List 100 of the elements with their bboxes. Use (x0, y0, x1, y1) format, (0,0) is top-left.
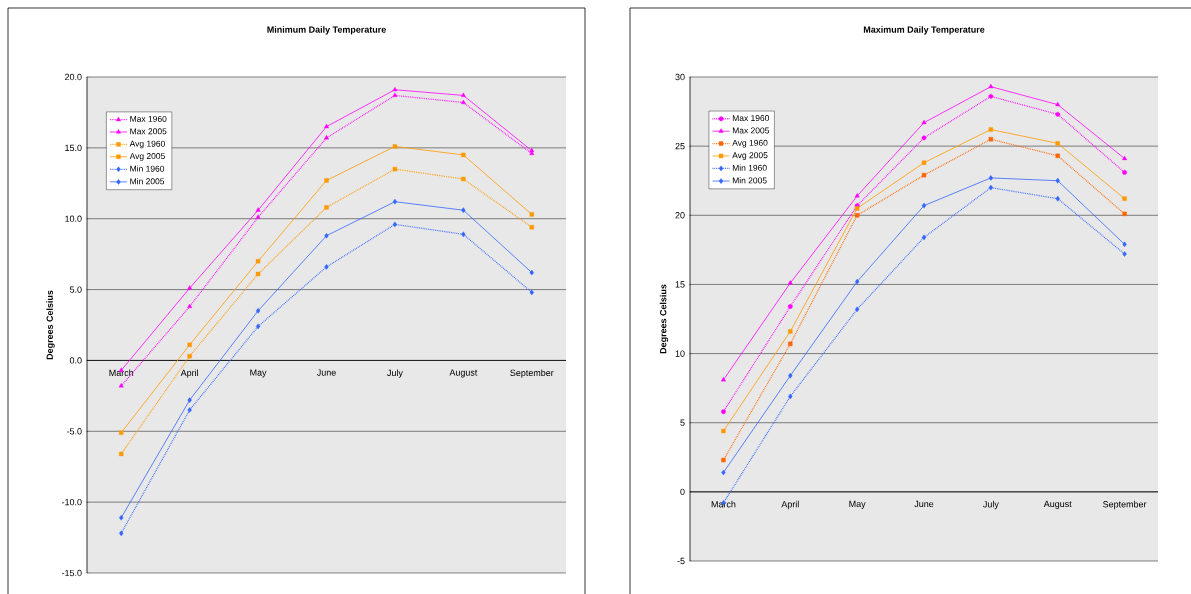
y-tick-label: 30 (675, 73, 685, 81)
point (187, 303, 193, 309)
point (988, 93, 994, 99)
legend-label: Max 1960 (732, 115, 770, 122)
y-tick-label: 20.0 (65, 73, 82, 81)
point (1055, 153, 1060, 159)
point (255, 259, 261, 264)
point (1122, 196, 1127, 201)
point (119, 451, 124, 457)
point (255, 271, 261, 277)
x-tick-label: May (849, 500, 866, 509)
point (119, 430, 124, 435)
point (255, 308, 261, 314)
x-tick-label: March (109, 369, 134, 377)
point (461, 152, 466, 158)
point (721, 469, 726, 476)
point (187, 342, 192, 348)
y-tick-label: -10.0 (61, 498, 82, 506)
y-tick-label: -15.0 (61, 569, 82, 577)
legend-label: Max 2005 (130, 128, 167, 135)
legend-label: Min 2005 (732, 177, 767, 184)
y-axis-title: Degrees Celsius (46, 290, 55, 360)
point (1055, 195, 1060, 202)
legend-label: Min 2005 (130, 178, 165, 185)
point (119, 514, 124, 521)
x-tick-label: August (449, 369, 478, 378)
point (324, 232, 329, 239)
point (721, 409, 726, 415)
chart-title: Minimum Daily Temperature (267, 26, 386, 35)
y-tick-label: 15 (675, 281, 685, 288)
point (1122, 241, 1127, 248)
y-tick-label: 0.0 (69, 357, 82, 364)
y-tick-label: -5.0 (66, 428, 82, 435)
point (787, 280, 793, 285)
point (1122, 155, 1128, 161)
y-tick-label: 15.0 (65, 144, 82, 152)
point (1055, 177, 1060, 184)
x-tick-label: September (510, 369, 554, 378)
point (392, 92, 398, 97)
point (460, 99, 466, 104)
point (1055, 111, 1061, 117)
legend-label: Avg 1960 (129, 140, 165, 149)
y-tick-label: -5 (677, 557, 685, 565)
point (187, 285, 193, 290)
point (1122, 211, 1127, 217)
point (187, 407, 192, 413)
point (921, 234, 927, 241)
point (529, 269, 534, 276)
point (1122, 251, 1127, 257)
point (392, 144, 398, 149)
point (392, 198, 398, 205)
x-tick-label: September (1103, 500, 1147, 510)
point (1055, 101, 1061, 107)
point (854, 213, 860, 218)
point (721, 428, 726, 434)
y-tick-label: 0 (680, 488, 685, 496)
point (988, 137, 994, 142)
point (1122, 170, 1127, 175)
point (787, 304, 793, 309)
point (392, 166, 398, 172)
legend-label: Min 1960 (130, 165, 165, 172)
point (324, 135, 329, 140)
point (529, 147, 535, 153)
point (855, 306, 860, 313)
point (324, 123, 329, 129)
point (461, 207, 466, 213)
point (921, 160, 927, 165)
point (921, 202, 927, 209)
point (988, 184, 994, 191)
x-tick-label: July (387, 369, 403, 378)
y-tick-label: 25 (675, 142, 685, 150)
x-tick-label: June (914, 500, 934, 508)
point (461, 176, 466, 182)
point (854, 193, 860, 198)
point (187, 353, 192, 359)
point (529, 225, 534, 230)
legend-label: Avg 2005 (732, 152, 768, 160)
point (988, 127, 994, 132)
point (855, 278, 860, 285)
y-tick-label: 20 (675, 212, 685, 219)
point (324, 178, 329, 183)
point (921, 135, 927, 141)
legend-label: Max 1960 (130, 115, 167, 122)
point (392, 86, 398, 92)
point (788, 372, 793, 379)
point (788, 341, 793, 347)
legend-label: Max 2005 (732, 127, 770, 134)
legend-label: Avg 2005 (129, 153, 165, 161)
legend-label: Min 1960 (732, 164, 767, 171)
point (788, 393, 793, 400)
point (324, 205, 329, 210)
x-tick-label: April (180, 369, 199, 378)
point (187, 397, 192, 403)
point (921, 172, 927, 178)
x-tick-label: April (781, 500, 799, 510)
y-tick-label: 5.0 (69, 286, 82, 293)
point (255, 214, 261, 219)
x-tick-label: July (983, 500, 999, 510)
point (324, 264, 329, 270)
point (1055, 141, 1060, 146)
